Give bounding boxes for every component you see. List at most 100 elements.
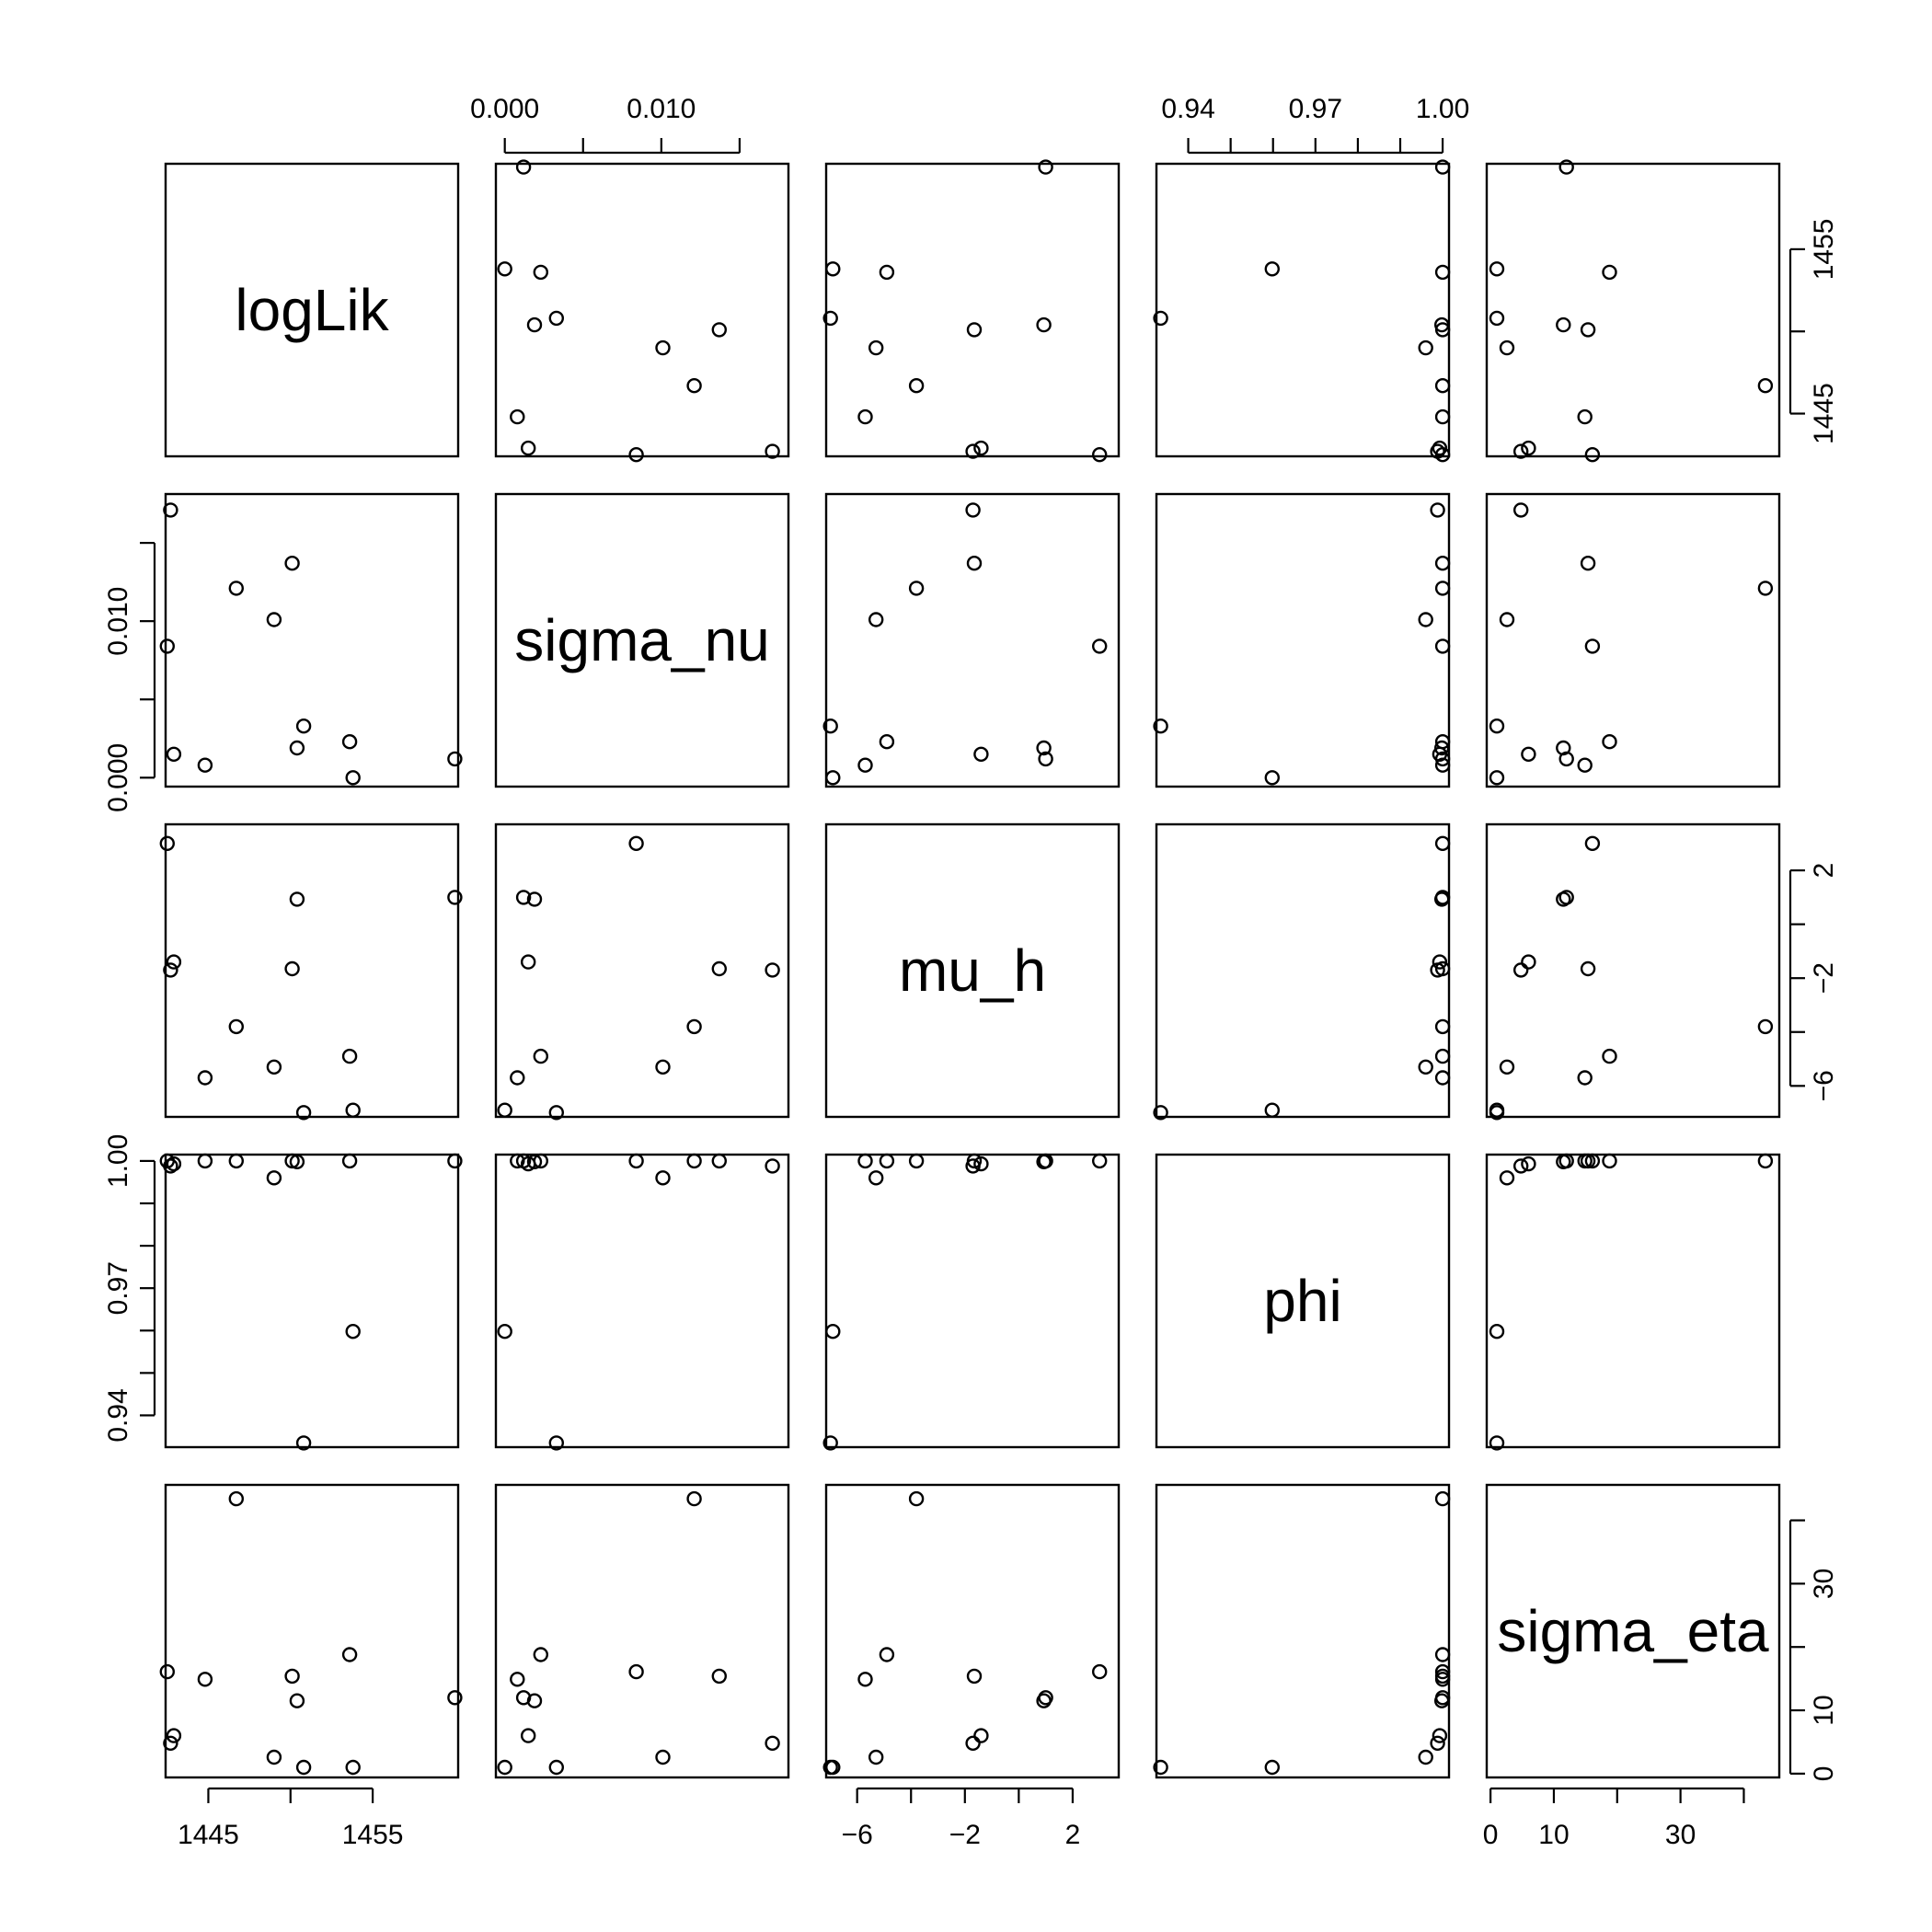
point-phi-vs-logLik-3: [295, 1435, 312, 1451]
point-sigma_eta-vs-sigma_nu-5: [711, 1668, 727, 1685]
panel-frame: [1485, 162, 1781, 458]
point-phi-vs-sigma_eta-6: [1499, 1170, 1515, 1186]
panel-frame: [1485, 1153, 1781, 1449]
point-sigma_eta-vs-sigma_nu-2: [533, 1647, 548, 1662]
panel-frame: [494, 1153, 790, 1449]
tick-label-mu_h-2: −2: [949, 1820, 981, 1850]
point-mu_h-vs-sigma_eta-9: [1521, 954, 1536, 970]
diagonal-label-mu_h: mu_h: [899, 937, 1046, 1004]
point-sigma_nu-vs-sigma_eta-8: [1577, 757, 1593, 773]
point-sigma_nu-vs-mu_h-5: [966, 556, 983, 571]
point-sigma_nu-vs-sigma_eta-4: [1556, 740, 1571, 756]
point-sigma_nu-vs-mu_h-11: [1091, 638, 1108, 654]
point-logLik-vs-sigma_eta-4: [1556, 316, 1571, 333]
point-sigma_eta-vs-sigma_nu-6: [655, 1749, 671, 1765]
point-phi-vs-sigma_nu-3: [548, 1435, 564, 1451]
point-mu_h-vs-phi-6: [1418, 1059, 1433, 1075]
point-sigma_eta-vs-phi-6: [1418, 1749, 1433, 1765]
point-phi-vs-mu_h-7: [908, 1153, 925, 1169]
panel-frame: [494, 492, 790, 788]
point-sigma_nu-vs-sigma_eta-5: [1580, 556, 1596, 571]
panel-sigma_eta-vs-mu_h: [822, 1483, 1121, 1779]
panel-sigma_eta-vs-logLik: [159, 1483, 463, 1779]
point-sigma_eta-vs-logLik-1: [345, 1759, 361, 1776]
panel-logLik-vs-phi: [1153, 159, 1451, 463]
point-logLik-vs-mu_h-11: [1091, 447, 1108, 463]
point-mu_h-vs-sigma_nu-8: [510, 1070, 525, 1086]
point-logLik-vs-phi-11: [1434, 447, 1451, 463]
point-phi-vs-sigma_eta-1: [1489, 1323, 1505, 1340]
point-logLik-vs-mu_h-5: [966, 322, 983, 338]
point-sigma_eta-vs-logLik-11: [159, 1663, 176, 1680]
point-phi-vs-sigma_eta-11: [1584, 1153, 1601, 1169]
point-sigma_eta-vs-mu_h-7: [908, 1490, 925, 1507]
point-sigma_eta-vs-logLik-7: [228, 1490, 244, 1507]
point-logLik-vs-sigma_eta-10: [1512, 443, 1529, 459]
point-sigma_eta-vs-phi-4: [1433, 1693, 1450, 1708]
point-sigma_eta-vs-logLik-9: [166, 1728, 182, 1743]
point-sigma_nu-vs-mu_h-7: [908, 581, 925, 596]
point-mu_h-vs-logLik-6: [266, 1059, 282, 1075]
tick-label-sigma_eta-1: 10: [1809, 1695, 1839, 1725]
point-mu_h-vs-sigma_eta-4: [1556, 891, 1571, 907]
point-mu_h-vs-sigma_eta-10: [1512, 962, 1529, 978]
point-logLik-vs-mu_h-6: [868, 339, 884, 356]
left-axis-sigma_nu: 0.000 0.010: [103, 541, 156, 812]
point-sigma_nu-vs-sigma_eta-3: [1489, 719, 1505, 734]
point-phi-vs-logLik-1: [345, 1323, 361, 1340]
point-sigma_eta-vs-mu_h-6: [868, 1749, 884, 1765]
point-sigma_nu-vs-mu_h-2: [879, 734, 895, 750]
bottom-axis-mu_h: −6 −2 2: [842, 1787, 1080, 1850]
point-mu_h-vs-sigma_nu-3: [548, 1105, 564, 1121]
tick-label-sigma_nu-0: 0.000: [103, 743, 133, 812]
point-logLik-vs-mu_h-2: [879, 264, 895, 281]
point-mu_h-vs-sigma_nu-11: [628, 835, 644, 851]
point-phi-vs-sigma_eta-10: [1512, 1158, 1529, 1174]
point-phi-vs-sigma_eta-2: [1602, 1153, 1617, 1169]
point-sigma_nu-vs-mu_h-6: [868, 612, 884, 627]
point-phi-vs-sigma_eta-3: [1489, 1435, 1505, 1451]
point-sigma_nu-vs-logLik-4: [289, 740, 305, 756]
point-sigma_eta-vs-mu_h-3: [822, 1759, 838, 1776]
point-logLik-vs-phi-3: [1153, 310, 1168, 327]
point-logLik-vs-sigma_nu-8: [510, 408, 525, 425]
point-sigma_nu-vs-logLik-2: [341, 734, 358, 750]
panel-mu_h-vs-mu_h: mu_h: [824, 822, 1121, 1119]
point-sigma_eta-vs-sigma_nu-10: [765, 1735, 780, 1752]
point-sigma_eta-vs-logLik-8: [197, 1672, 213, 1687]
tick-label-sigma_nu-2: 0.010: [627, 94, 696, 124]
point-sigma_nu-vs-logLik-7: [228, 581, 244, 596]
point-sigma_nu-vs-mu_h-8: [857, 757, 873, 773]
point-mu_h-vs-phi-11: [1434, 835, 1451, 851]
tick-label-phi-0: 0.94: [103, 1388, 133, 1442]
bottom-axis-logLik: 1445 1455: [178, 1787, 403, 1850]
point-mu_h-vs-phi-10: [1430, 962, 1445, 978]
point-logLik-vs-sigma_nu-0: [515, 159, 532, 175]
point-phi-vs-mu_h-3: [822, 1435, 838, 1451]
point-sigma_eta-vs-sigma_nu-4: [526, 1693, 543, 1708]
point-phi-vs-sigma_nu-5: [711, 1153, 727, 1169]
tick-label-sigma_eta-1: 10: [1538, 1820, 1569, 1850]
point-phi-vs-mu_h-1: [825, 1323, 841, 1340]
point-mu_h-vs-sigma_nu-7: [686, 1018, 702, 1035]
tick-label-mu_h-4: 2: [1809, 863, 1839, 879]
point-mu_h-vs-phi-4: [1433, 891, 1450, 907]
right-axis-logLik: 1445 1455: [1788, 219, 1839, 444]
point-logLik-vs-phi-1: [1264, 261, 1281, 277]
point-sigma_nu-vs-logLik-9: [166, 746, 182, 762]
panel-mu_h-vs-sigma_eta: [1485, 822, 1781, 1121]
point-logLik-vs-sigma_nu-1: [497, 261, 512, 277]
point-mu_h-vs-logLik-8: [197, 1070, 213, 1086]
point-mu_h-vs-phi-3: [1153, 1105, 1168, 1121]
point-mu_h-vs-logLik-0: [447, 890, 463, 905]
panel-sigma_eta-vs-phi: [1153, 1483, 1451, 1779]
point-logLik-vs-mu_h-9: [973, 440, 989, 456]
panel-sigma_nu-vs-sigma_eta: [1485, 492, 1781, 788]
tick-label-sigma_eta-0: 0: [1483, 1820, 1499, 1850]
point-sigma_eta-vs-phi-9: [1432, 1728, 1448, 1743]
tick-label-mu_h-2: −2: [1809, 962, 1839, 994]
panel-frame: [164, 162, 460, 458]
point-sigma_nu-vs-phi-9: [1432, 746, 1448, 762]
point-phi-vs-logLik-8: [197, 1153, 213, 1169]
